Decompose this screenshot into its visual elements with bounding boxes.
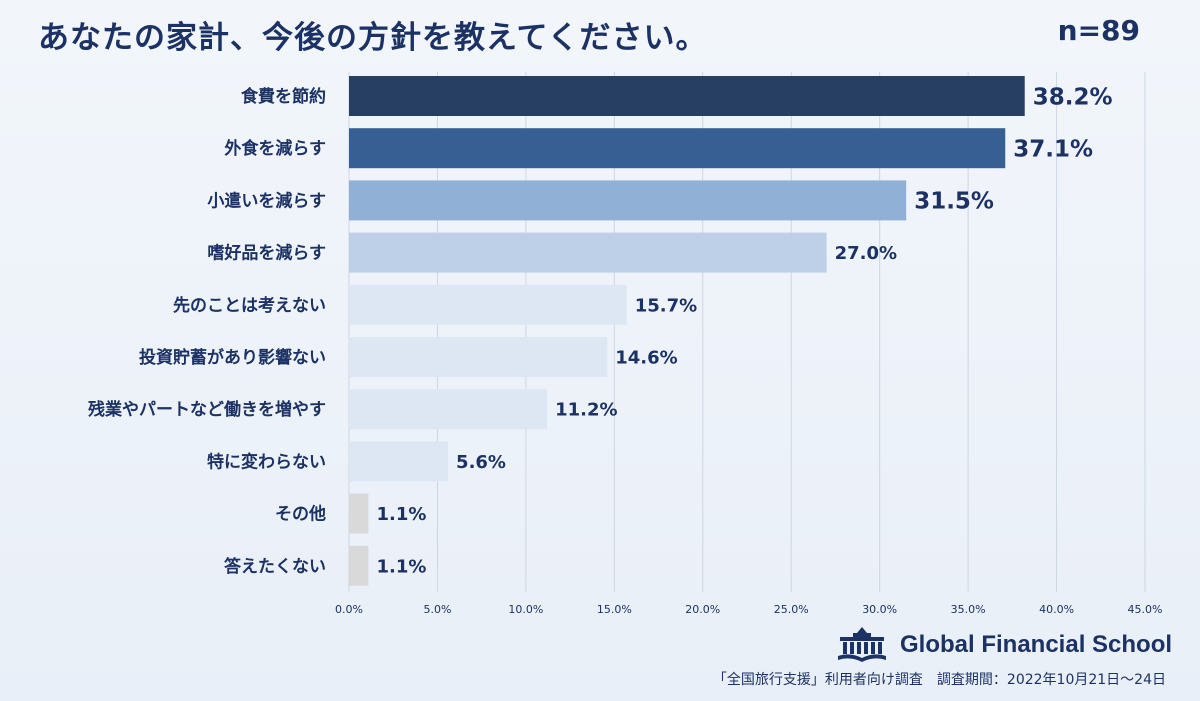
brand-name: Global Financial School — [900, 631, 1173, 658]
category-label: 小遣いを減らす — [207, 190, 326, 211]
value-label: 37.1% — [1013, 136, 1093, 162]
bar — [349, 493, 369, 534]
category-label: その他 — [275, 504, 326, 525]
bar — [349, 389, 548, 430]
value-label: 1.1% — [376, 556, 426, 577]
bar — [349, 545, 369, 586]
bar — [349, 232, 827, 273]
value-label: 14.6% — [615, 347, 677, 368]
category-labels: 食費を節約外食を減らす小遣いを減らす嗜好品を減らす先のことは考えない投資貯蓄があ… — [88, 86, 326, 577]
x-tick-label: 15.0% — [597, 603, 632, 616]
bar — [349, 337, 608, 377]
value-label: 31.5% — [914, 189, 994, 215]
x-tick-label: 35.0% — [951, 603, 986, 616]
x-tick-label: 0.0% — [335, 603, 363, 616]
category-label: 嗜好品を減らす — [207, 243, 326, 264]
x-tick-label: 5.0% — [423, 603, 451, 616]
x-tick-label: 40.0% — [1039, 603, 1074, 616]
bar — [349, 441, 449, 482]
x-tick-label: 20.0% — [685, 603, 720, 616]
value-label: 15.7% — [635, 295, 697, 316]
chart-title: あなたの家計、今後の方針を教えてください。 — [38, 20, 708, 56]
x-tick-label: 25.0% — [774, 603, 809, 616]
category-label: 食費を節約 — [241, 86, 326, 107]
x-tick-label: 30.0% — [862, 603, 897, 616]
brand: Global Financial School — [836, 625, 1172, 665]
survey-source-note: 「全国旅行支援」利用者向け調査 調査期間：2022年10月21日～24日 — [712, 672, 1166, 688]
school-building-icon — [838, 627, 886, 662]
sample-size-label: n=89 — [1057, 14, 1140, 47]
bar — [349, 180, 907, 221]
bar — [349, 128, 1006, 169]
value-label: 1.1% — [376, 504, 426, 525]
x-axis-tick-labels: 0.0% 5.0% 10.0% 15.0% 20.0% 25.0% 30.0% 35.0% 40… — [335, 603, 1162, 616]
bar — [349, 284, 627, 325]
category-label: 残業やパートなど働きを増やす — [88, 399, 326, 420]
bars — [349, 76, 1025, 586]
value-label: 11.2% — [555, 400, 617, 421]
category-label: 先のことは考えない — [173, 295, 326, 316]
x-tick-label: 45.0% — [1128, 603, 1163, 616]
value-label: 27.0% — [835, 243, 897, 264]
bar — [349, 76, 1025, 116]
value-labels: 38.2% 37.1% 31.5% 27.0% 15.7% 14.6% 11.2% 5.6% 1… — [376, 84, 1112, 577]
value-label: 38.2% — [1033, 84, 1113, 110]
value-label: 5.6% — [456, 452, 506, 473]
x-tick-label: 10.0% — [508, 603, 543, 616]
category-label: 投資貯蓄があり影響ない — [139, 347, 326, 368]
category-label: 特に変わらない — [207, 451, 326, 472]
category-label: 外食を減らす — [224, 138, 326, 159]
category-label: 答えたくない — [224, 556, 326, 577]
